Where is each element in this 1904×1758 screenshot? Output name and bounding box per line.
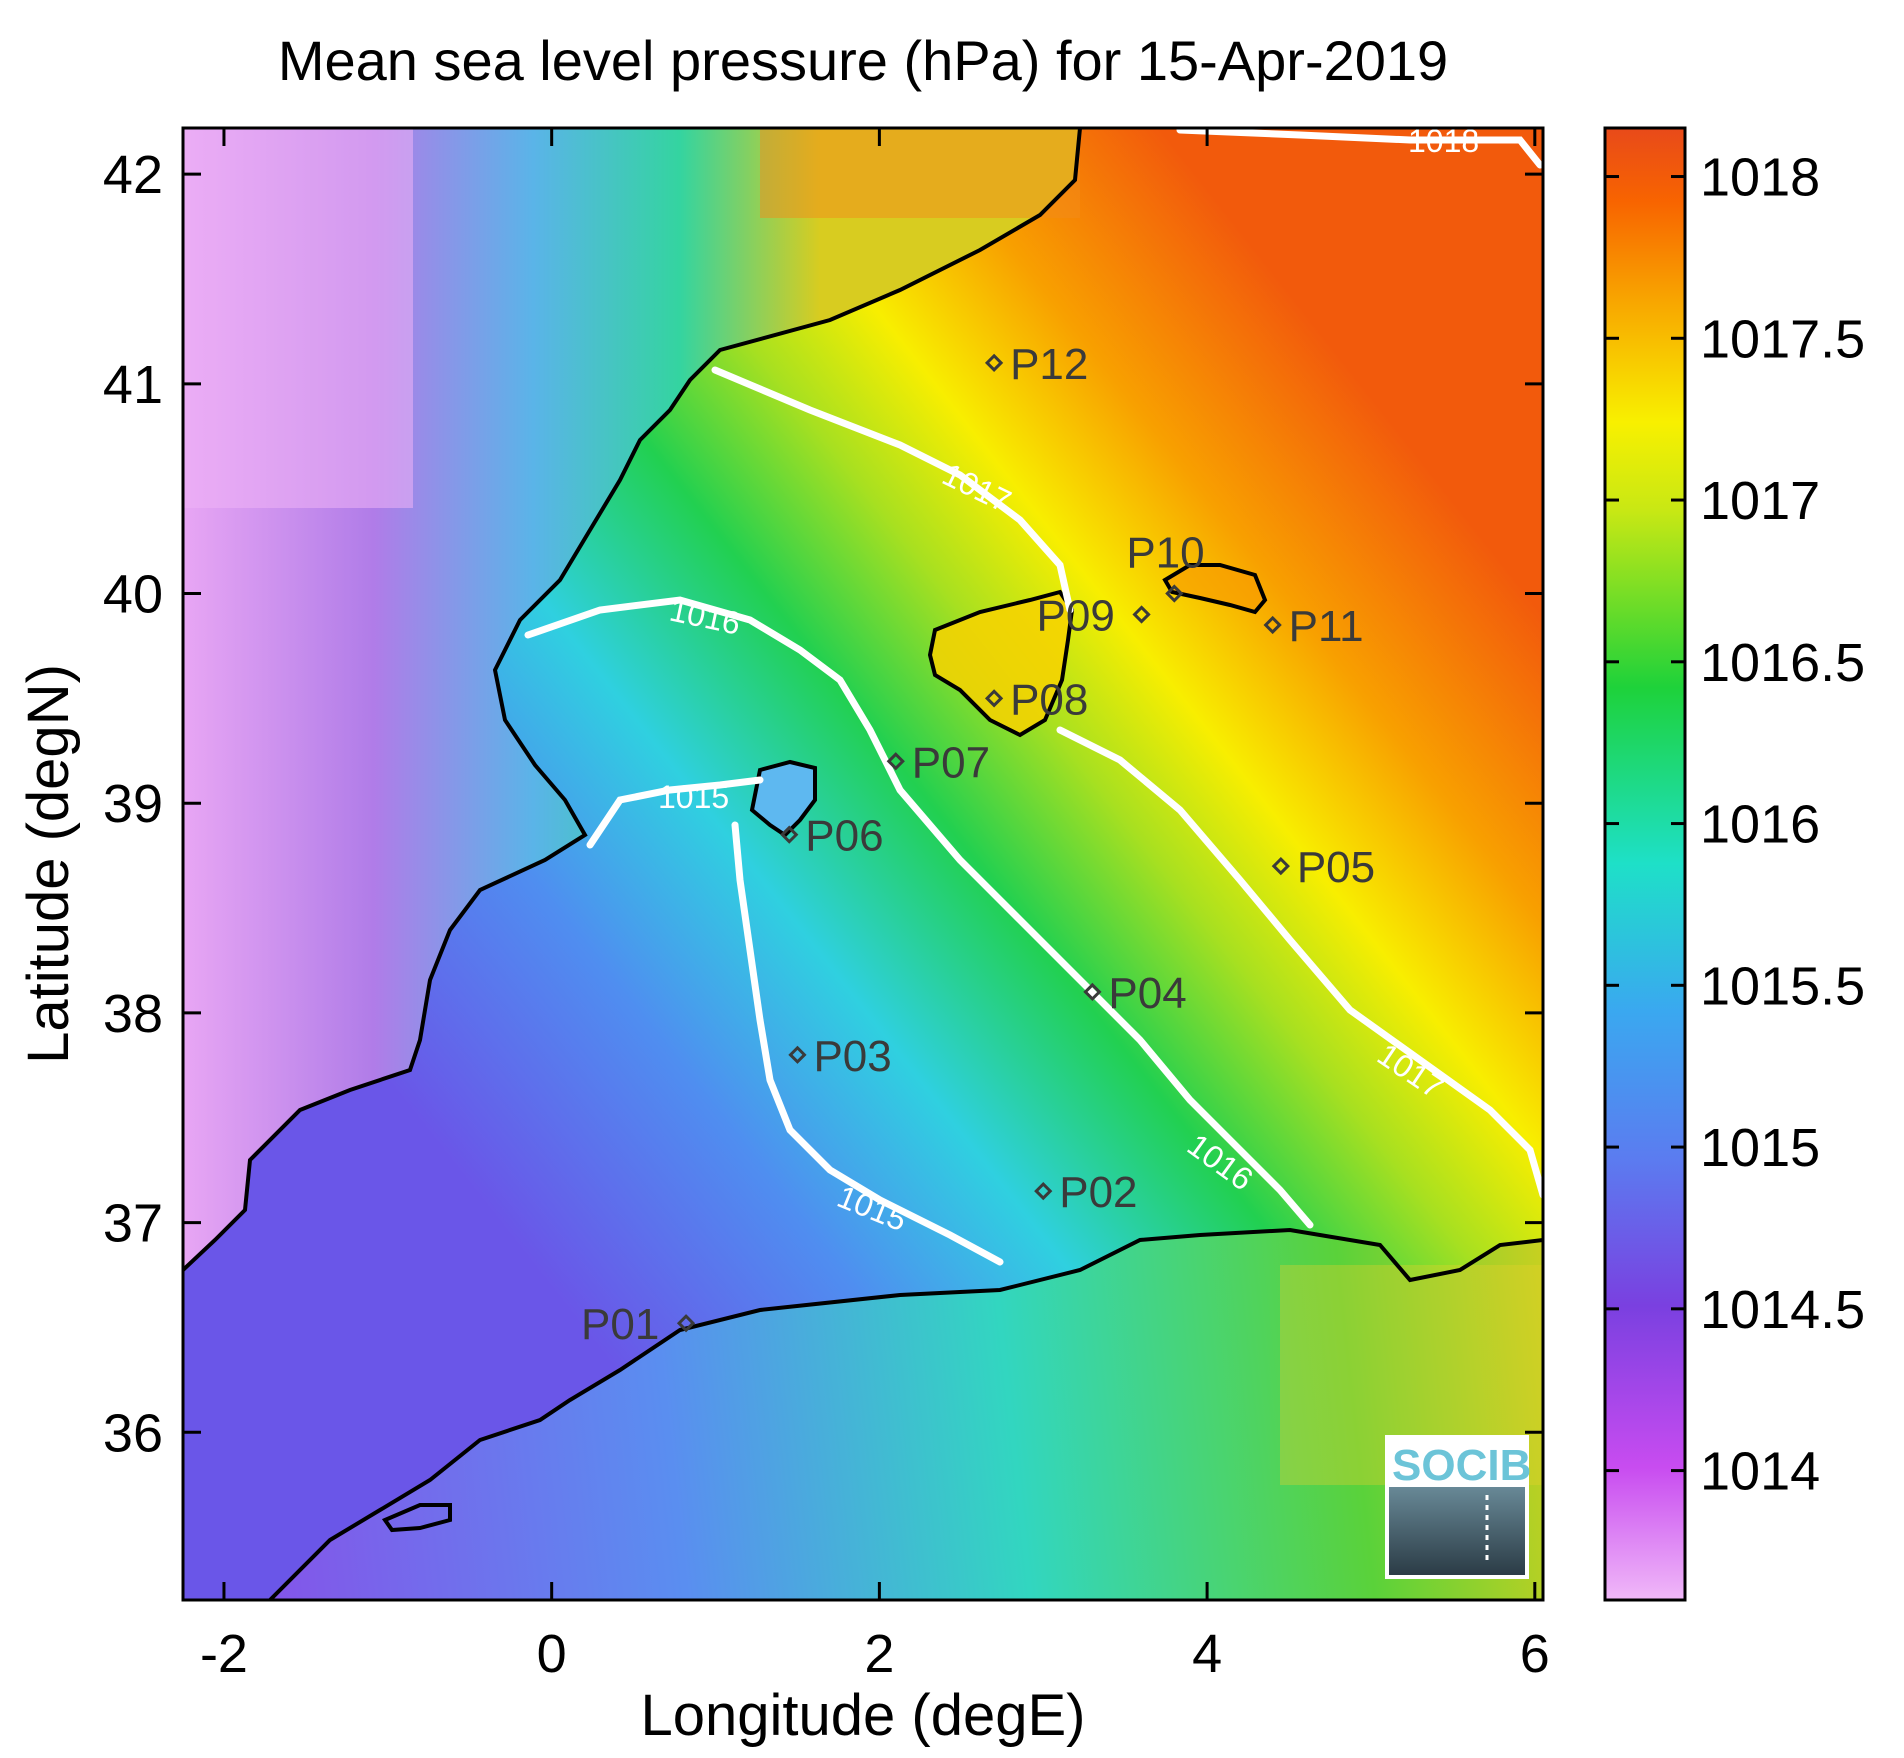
colorbar: 1014 1014.5 1015 1015.5 1016 1016.5 1017 1017.5… [1603, 126, 1865, 1602]
y-tick-label: 39 [103, 774, 163, 834]
colorbar-gradient [1603, 126, 1687, 1602]
y-axis-label: Latitude (degN) [16, 664, 81, 1064]
station-label: P08 [1010, 675, 1088, 724]
highland-patch [183, 128, 413, 508]
station-marker [788, 1045, 807, 1064]
station-label: P12 [1010, 340, 1088, 389]
isobar-1017-north [711, 366, 1074, 614]
station-label: P10 [1126, 529, 1204, 578]
station-marker [780, 825, 799, 844]
station-label: P04 [1108, 969, 1186, 1018]
socib-logo: SOCIB [1385, 1435, 1531, 1579]
menorca-island [1165, 565, 1265, 612]
station-marker [886, 752, 905, 771]
socib-logo-text: SOCIB [1392, 1441, 1531, 1490]
colorbar-tick-label: 1017 [1700, 471, 1820, 531]
isobar-1017-south [1056, 726, 1543, 1199]
station-label: P05 [1297, 843, 1375, 892]
colorbar-tick-label: 1017.5 [1700, 309, 1865, 369]
station-marker [1034, 1181, 1053, 1201]
colorbar-tick-label: 1016.5 [1700, 633, 1865, 693]
station-label: P01 [581, 1300, 659, 1349]
x-tick-label: 4 [1192, 1624, 1222, 1684]
coastline [183, 128, 1543, 1600]
y-tick-label: 37 [103, 1194, 163, 1254]
ibiza-island [752, 762, 815, 835]
x-tick-label: 0 [537, 1624, 567, 1684]
isobar-1016 [524, 596, 1314, 1229]
contour-label-1018: 1018 [1408, 123, 1479, 159]
station-label: P03 [813, 1032, 891, 1081]
y-tick-label: 40 [103, 565, 163, 625]
colorbar-tick-label: 1015.5 [1700, 956, 1865, 1016]
y-tick-label: 41 [103, 355, 163, 415]
station-marker [1132, 605, 1151, 624]
isobar-contours [524, 128, 1543, 1266]
station-marker [1263, 615, 1282, 635]
x-tick-label: 2 [864, 1624, 894, 1684]
y-tick-label: 42 [103, 145, 163, 205]
map-plot-area: 1018 1017 1017 1016 1016 1015 1015 P01P0… [183, 123, 1543, 1600]
colorbar-tick-label: 1015 [1700, 1118, 1820, 1178]
colorbar-tick-label: 1014.5 [1700, 1280, 1865, 1340]
x-axis-label: Longitude (degE) [641, 1683, 1086, 1748]
station-label: P11 [1289, 602, 1364, 651]
station-label: P06 [805, 812, 883, 861]
station-label: P02 [1059, 1168, 1137, 1217]
station-marker [984, 689, 1004, 708]
mallorca-island [930, 592, 1072, 735]
pyrenees-patch [760, 128, 1080, 218]
station-label: P07 [912, 738, 990, 787]
y-axis: 36 37 38 39 40 41 42 [103, 145, 1543, 1463]
africa-land [183, 1230, 1543, 1600]
y-tick-label: 36 [103, 1403, 163, 1463]
colorbar-tick-label: 1016 [1700, 795, 1820, 855]
station-label: P09 [1037, 591, 1115, 640]
colorbar-ticks: 1014 1014.5 1015 1015.5 1016 1016.5 1017 1017.5… [1605, 148, 1865, 1502]
isobar-1015 [586, 776, 1004, 1266]
station-marker [1271, 856, 1290, 876]
contour-label-1015-a: 1015 [658, 779, 729, 815]
x-tick-label: 6 [1520, 1624, 1550, 1684]
colorbar-tick-label: 1014 [1700, 1442, 1820, 1502]
x-axis: -2 0 2 4 6 [200, 128, 1550, 1684]
station-marker [984, 353, 1004, 372]
station-marker [1165, 584, 1184, 603]
colorbar-tick-label: 1018 [1700, 148, 1820, 208]
x-tick-label: -2 [200, 1624, 248, 1684]
station-marker [676, 1314, 696, 1333]
isobar-1018 [1176, 128, 1543, 169]
chart-title: Mean sea level pressure (hPa) for 15-Apr… [278, 29, 1448, 92]
y-tick-label: 38 [103, 984, 163, 1044]
plot-frame [181, 126, 1545, 1602]
station-marker [1083, 982, 1102, 1002]
